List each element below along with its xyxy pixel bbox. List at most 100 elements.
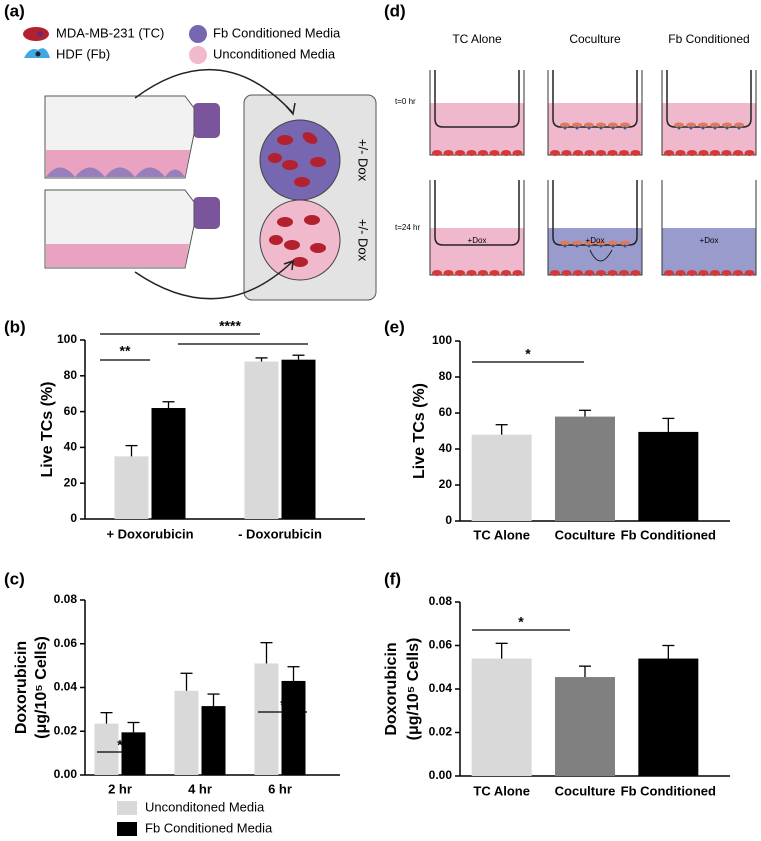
flask-media: [46, 244, 189, 267]
bar: [471, 658, 532, 776]
tc-cell: [607, 270, 618, 276]
tc-cell: [630, 270, 641, 276]
column-title: TC Alone: [452, 32, 502, 46]
fb-nucleus: [701, 126, 705, 130]
media: [662, 228, 756, 275]
tc-cell: [733, 150, 743, 156]
insert: [434, 70, 520, 128]
legend-text: Fb Conditioned Media: [213, 25, 341, 40]
arrowhead: [283, 259, 294, 271]
x-tick-label: Fb Conditioned: [621, 783, 716, 798]
tc-cell: [687, 150, 697, 156]
tc-cell: [550, 150, 560, 156]
fb-nucleus: [713, 126, 717, 130]
x-tick-label: TC Alone: [473, 783, 530, 798]
well: [661, 70, 757, 156]
tc-cell: [733, 270, 743, 276]
tc-cell: [664, 150, 674, 156]
legend-text: HDF (Fb): [56, 46, 110, 61]
flask-cap: [193, 197, 220, 229]
fb-nucleus: [599, 244, 603, 248]
fb-cell: [686, 122, 696, 128]
diffusion-arrow: [589, 249, 613, 262]
x-tick-label: 6 hr: [268, 781, 292, 796]
dox-label: +/- Dox: [356, 139, 371, 182]
bar: [114, 456, 149, 519]
fb-nucleus: [611, 126, 615, 130]
fibroblasts: [46, 167, 185, 177]
fb-nucleus: [611, 244, 615, 248]
tc-cell: [698, 150, 709, 156]
legend-text: MDA-MB-231 (TC): [56, 25, 164, 40]
bar: [555, 677, 615, 776]
bar: [281, 680, 306, 775]
panel-label: (c): [4, 569, 25, 588]
tc-cell: [561, 270, 572, 276]
fb-cell: [620, 122, 630, 128]
media: [662, 103, 756, 155]
tc-cell: [512, 270, 523, 276]
fb-nucleus: [725, 126, 729, 130]
y-tick-label: 0.02: [54, 723, 78, 737]
x-tick-label: Coculture: [555, 527, 616, 542]
fb-cell: [584, 240, 594, 246]
fb-nucleus: [563, 126, 567, 130]
bar: [638, 658, 699, 776]
tc-cell: [561, 150, 572, 156]
bar: [94, 723, 119, 775]
fb-cell: [560, 122, 570, 128]
x-tick-label: TC Alone: [473, 527, 530, 542]
tc-cell: [607, 150, 618, 156]
legend-text: Unconditoned Media: [145, 799, 265, 814]
tc-cell: [744, 270, 755, 276]
tc-cell: [698, 270, 709, 276]
bar: [174, 690, 199, 775]
fb-cell: [572, 122, 582, 128]
fb-nucleus: [575, 126, 579, 130]
panel-a: (a) MDA-MB-231 (TC) HDF (Fb) Fb Conditio…: [4, 1, 377, 301]
fb-nucleus: [689, 126, 693, 130]
insert: [666, 70, 752, 128]
x-tick-label: 2 hr: [108, 781, 132, 796]
tc-nucleus: [37, 31, 43, 37]
significance-label: ****: [219, 318, 241, 334]
tc-cell: [619, 150, 629, 156]
media: [430, 103, 524, 155]
time-label: t=24 hr: [395, 223, 420, 232]
fb-nucleus: [575, 244, 579, 248]
y-tick-label: 20: [439, 477, 453, 491]
bar: [638, 431, 699, 521]
legend-text: Unconditioned Media: [213, 46, 336, 61]
tc-cell: [687, 270, 697, 276]
tc-cell: [744, 150, 755, 156]
panel-label: (e): [384, 317, 405, 336]
fb-cell: [698, 122, 708, 128]
tc-cell: [550, 270, 560, 276]
tc-cell: [596, 150, 606, 156]
panel-d: (d) TC Alone Coculture Fb Conditioned t=0 h…: [384, 1, 757, 276]
flask-cap: [193, 103, 220, 138]
significance-label: *: [525, 346, 531, 362]
insert: [434, 180, 520, 246]
y-axis-label: Doxorubicin: [13, 641, 30, 734]
fb-cell: [596, 240, 606, 246]
dox-label: +/- Dox: [356, 219, 371, 262]
y-tick-label: 100: [432, 333, 452, 347]
fb-cell: [572, 240, 582, 246]
tc-cell: [664, 270, 674, 276]
tc-cell: [466, 270, 477, 276]
media: [548, 228, 642, 275]
y-tick-label: 0.06: [54, 636, 78, 650]
media: [548, 103, 642, 155]
bar: [151, 408, 186, 519]
x-tick-label: 4 hr: [188, 781, 212, 796]
tc-cell: [489, 270, 500, 276]
fb-nucleus: [563, 244, 567, 248]
tc-cell: [573, 270, 583, 276]
fb-cell: [734, 122, 744, 128]
fb-cell: [722, 122, 732, 128]
tc-cell: [630, 150, 641, 156]
y-tick-label: 0.08: [429, 594, 453, 608]
fb-nucleus: [737, 126, 741, 130]
y-tick-label: 0.02: [429, 725, 453, 739]
